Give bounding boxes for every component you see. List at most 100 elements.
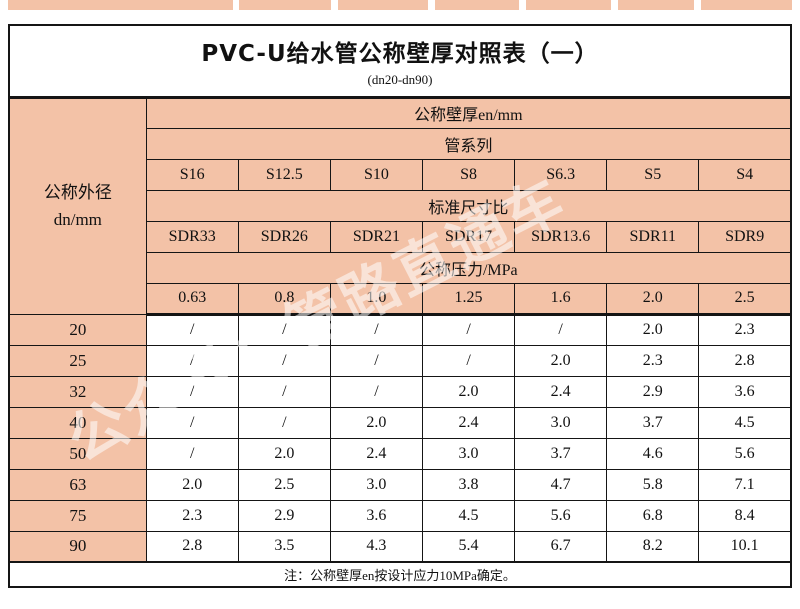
title-row: PVC-U给水管公称壁厚对照表（一） (dn20-dn90) bbox=[8, 24, 792, 99]
dn-cell: 63 bbox=[8, 468, 147, 501]
value-cell: 2.3 bbox=[698, 313, 792, 346]
value-cell: / bbox=[145, 406, 239, 439]
table-row: 25 / / / / 2.0 2.3 2.8 bbox=[8, 344, 792, 377]
value-cell: 3.0 bbox=[421, 437, 516, 470]
value-cell: 4.5 bbox=[698, 406, 792, 439]
series-cell: S10 bbox=[329, 158, 423, 191]
value-cell: 4.6 bbox=[606, 437, 700, 470]
header-row-sdr-label: 标准尺寸比 bbox=[9, 189, 792, 222]
note-row: 注：公称壁厚en按设计应力10MPa确定。 bbox=[8, 561, 792, 588]
header-standard-dimension-ratio: 标准尺寸比 bbox=[145, 189, 792, 222]
page-title: PVC-U给水管公称壁厚对照表（一） bbox=[201, 40, 599, 67]
header-nominal-pressure: 公称压力/MPa bbox=[145, 251, 792, 284]
sdr-cell: SDR17 bbox=[421, 220, 516, 253]
header-row-pipe-series: 管系列 bbox=[9, 127, 792, 160]
value-cell: / bbox=[329, 344, 423, 377]
value-cell: / bbox=[145, 313, 239, 346]
value-cell: 3.0 bbox=[514, 406, 608, 439]
header-pipe-series: 管系列 bbox=[145, 127, 792, 160]
value-cell: 5.6 bbox=[698, 437, 792, 470]
pressure-cell: 1.25 bbox=[421, 282, 516, 316]
page-subtitle: (dn20-dn90) bbox=[367, 71, 433, 87]
top-strip-segment bbox=[239, 0, 331, 10]
value-cell: / bbox=[145, 344, 239, 377]
series-cell: S12.5 bbox=[237, 158, 331, 191]
value-cell: / bbox=[237, 313, 331, 346]
corner-header-outer-diameter: 公称外径 dn/mm bbox=[8, 96, 147, 315]
value-cell: 2.3 bbox=[145, 499, 239, 532]
sdr-cell: SDR9 bbox=[698, 220, 792, 253]
value-cell: 3.8 bbox=[421, 468, 516, 501]
value-cell: 5.8 bbox=[606, 468, 700, 501]
top-strip-segment bbox=[435, 0, 519, 10]
value-cell: 6.7 bbox=[514, 530, 608, 563]
table-row: 40 / / 2.0 2.4 3.0 3.7 4.5 bbox=[8, 406, 792, 439]
value-cell: / bbox=[237, 344, 331, 377]
dn-cell: 40 bbox=[8, 406, 147, 439]
top-table-strip bbox=[0, 0, 800, 10]
footer-note: 注：公称壁厚en按设计应力10MPa确定。 bbox=[8, 561, 792, 588]
dn-cell: 32 bbox=[8, 375, 147, 408]
dn-cell: 50 bbox=[8, 437, 147, 470]
sdr-cell: SDR33 bbox=[145, 220, 239, 253]
table-row: 63 2.0 2.5 3.0 3.8 4.7 5.8 7.1 bbox=[8, 468, 792, 501]
pressure-cell: 2.0 bbox=[606, 282, 700, 316]
table-row: 32 / / / 2.0 2.4 2.9 3.6 bbox=[8, 375, 792, 408]
value-cell: 5.6 bbox=[514, 499, 608, 532]
sdr-cell: SDR11 bbox=[606, 220, 700, 253]
value-cell: 3.5 bbox=[237, 530, 331, 563]
value-cell: 3.7 bbox=[606, 406, 700, 439]
dn-cell: 20 bbox=[8, 313, 147, 346]
value-cell: 2.0 bbox=[606, 313, 700, 346]
header-wall-thickness: 公称壁厚en/mm bbox=[145, 96, 792, 129]
table-row: 75 2.3 2.9 3.6 4.5 5.6 6.8 8.4 bbox=[8, 499, 792, 532]
dn-cell: 25 bbox=[8, 344, 147, 377]
pvc-u-wall-thickness-table: PVC-U给水管公称壁厚对照表（一） (dn20-dn90) 公称外径 dn/m… bbox=[8, 24, 792, 588]
title-cell: PVC-U给水管公称壁厚对照表（一） (dn20-dn90) bbox=[8, 24, 792, 99]
value-cell: / bbox=[329, 313, 423, 346]
value-cell: 2.0 bbox=[237, 437, 331, 470]
table-row: 20 / / / / / 2.0 2.3 bbox=[8, 313, 792, 346]
value-cell: 2.4 bbox=[514, 375, 608, 408]
value-cell: 4.5 bbox=[421, 499, 516, 532]
sdr-cell: SDR26 bbox=[237, 220, 331, 253]
dn-cell: 90 bbox=[8, 530, 147, 563]
dn-cell: 75 bbox=[8, 499, 147, 532]
pressure-cell: 1.0 bbox=[329, 282, 423, 316]
value-cell: 10.1 bbox=[698, 530, 792, 563]
value-cell: 5.4 bbox=[421, 530, 516, 563]
value-cell: / bbox=[329, 375, 423, 408]
value-cell: 4.3 bbox=[329, 530, 423, 563]
value-cell: 2.9 bbox=[237, 499, 331, 532]
pressure-cell: 2.5 bbox=[698, 282, 792, 316]
value-cell: 2.4 bbox=[421, 406, 516, 439]
value-cell: 3.6 bbox=[698, 375, 792, 408]
value-cell: / bbox=[237, 406, 331, 439]
series-cell: S16 bbox=[145, 158, 239, 191]
value-cell: 4.7 bbox=[514, 468, 608, 501]
series-cell: S5 bbox=[606, 158, 700, 191]
pressure-cell: 0.8 bbox=[237, 282, 331, 316]
value-cell: 6.8 bbox=[606, 499, 700, 532]
value-cell: 7.1 bbox=[698, 468, 792, 501]
value-cell: 3.6 bbox=[329, 499, 423, 532]
table-row: 90 2.8 3.5 4.3 5.4 6.7 8.2 10.1 bbox=[8, 530, 792, 563]
value-cell: / bbox=[145, 437, 239, 470]
series-cell: S4 bbox=[698, 158, 792, 191]
value-cell: 2.9 bbox=[606, 375, 700, 408]
value-cell: 3.7 bbox=[514, 437, 608, 470]
value-cell: 8.2 bbox=[606, 530, 700, 563]
value-cell: / bbox=[421, 344, 516, 377]
pressure-row: 0.63 0.8 1.0 1.25 1.6 2.0 2.5 bbox=[9, 282, 792, 316]
top-strip-segment bbox=[8, 0, 233, 10]
pressure-cell: 1.6 bbox=[514, 282, 608, 316]
top-strip-segment bbox=[338, 0, 428, 10]
value-cell: 2.0 bbox=[421, 375, 516, 408]
value-cell: / bbox=[237, 375, 331, 408]
value-cell: 2.0 bbox=[514, 344, 608, 377]
value-cell: 2.4 bbox=[329, 437, 423, 470]
value-cell: / bbox=[514, 313, 608, 346]
sdr-row: SDR33 SDR26 SDR21 SDR17 SDR13.6 SDR11 SD… bbox=[9, 220, 792, 253]
top-strip-segment bbox=[618, 0, 694, 10]
header-row-wall-thickness: 公称外径 dn/mm 公称壁厚en/mm bbox=[8, 96, 792, 315]
